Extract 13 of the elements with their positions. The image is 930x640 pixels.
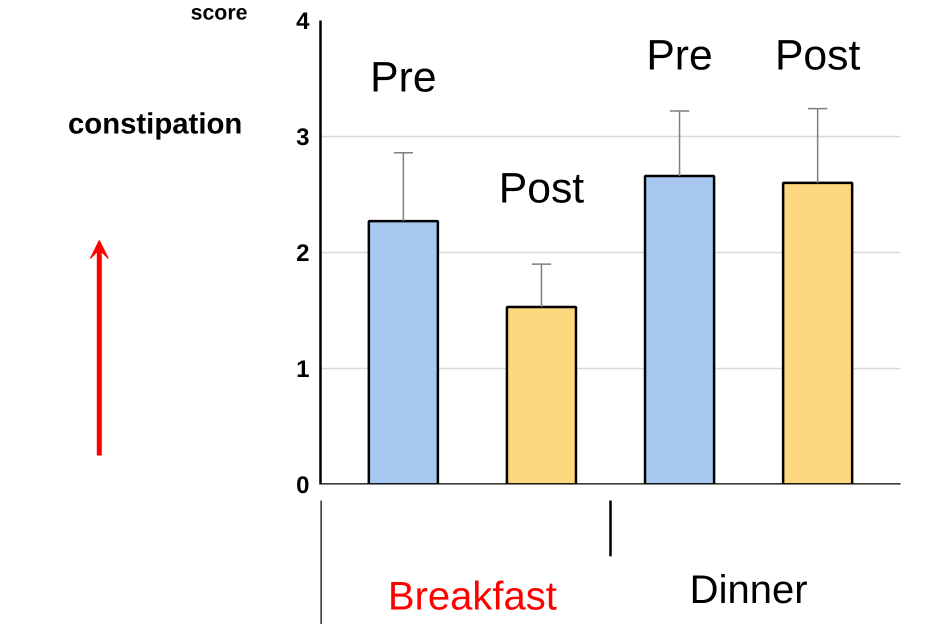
y-tick-label: 4: [296, 8, 310, 35]
x-tick-label: Post: [498, 164, 584, 213]
y-tick-label: 1: [296, 356, 310, 383]
x-tick-label: Post: [774, 31, 860, 80]
y-tick-label: 0: [296, 472, 310, 499]
y-tick-label: 2: [296, 240, 310, 267]
x-tick-label: Pre: [646, 31, 713, 80]
y-axis-title: constipation: [68, 108, 242, 140]
y-tick-label: 3: [296, 124, 310, 151]
text: Dinner: [690, 568, 808, 612]
text: Breakfast: [388, 574, 557, 618]
x-tick-label: Pre: [370, 53, 437, 102]
text: score: [190, 0, 248, 24]
